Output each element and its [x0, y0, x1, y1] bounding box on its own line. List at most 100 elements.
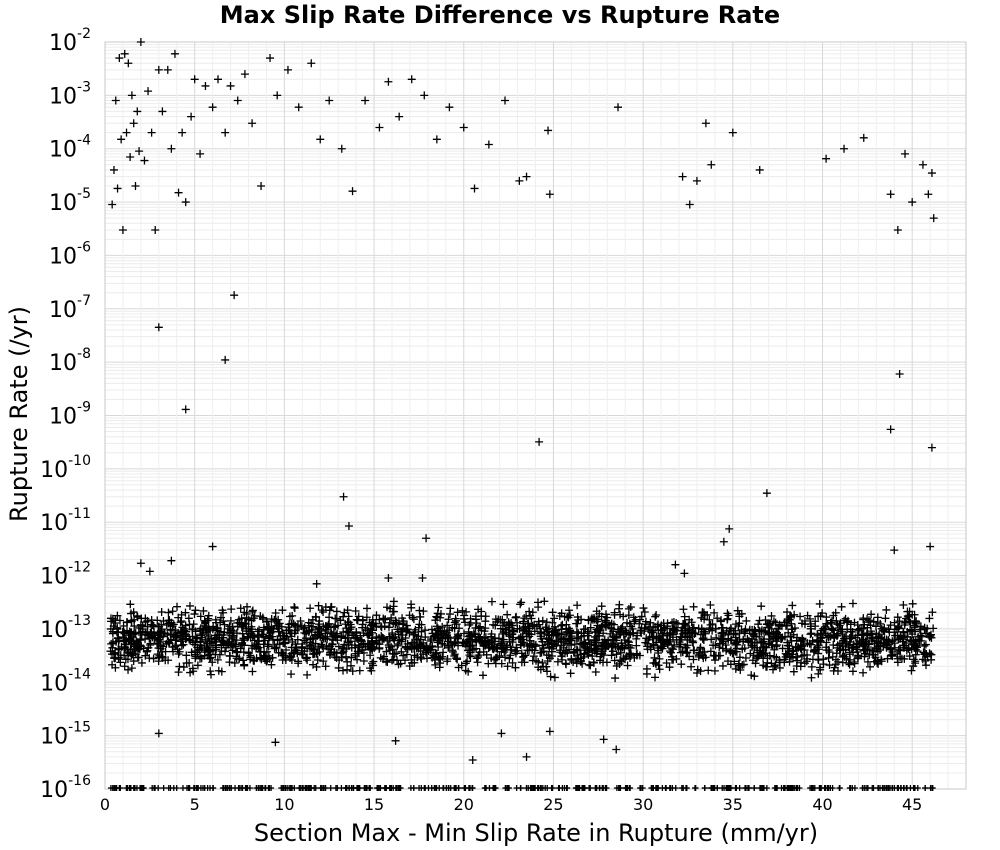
data-point [291, 640, 300, 649]
data-point [460, 611, 469, 620]
data-point [883, 654, 892, 663]
data-point [698, 634, 707, 643]
data-point [809, 785, 816, 791]
data-point [163, 65, 172, 74]
data-point [539, 644, 548, 653]
data-point [221, 355, 230, 364]
data-point [408, 613, 417, 622]
data-point [652, 610, 661, 619]
data-point [287, 619, 296, 628]
data-point [572, 634, 581, 643]
data-point [196, 654, 205, 663]
data-point [497, 729, 506, 738]
data-point [136, 38, 145, 46]
data-point [129, 608, 138, 617]
data-point [300, 636, 309, 645]
data-point [434, 603, 443, 612]
data-point [780, 655, 789, 664]
data-point [264, 642, 273, 651]
data-point [114, 653, 123, 662]
data-point [450, 618, 459, 627]
data-point [332, 607, 341, 616]
data-point [922, 661, 931, 670]
data-point [389, 634, 398, 643]
data-point [238, 638, 247, 647]
data-point [807, 662, 816, 671]
data-point [375, 640, 384, 649]
data-point [294, 657, 303, 666]
data-point [347, 623, 356, 632]
data-point [629, 613, 638, 622]
data-point [692, 669, 701, 678]
data-point [321, 662, 330, 671]
data-point [639, 604, 648, 613]
data-point [678, 623, 687, 632]
x-tick-label: 15 [364, 795, 384, 814]
data-point [459, 629, 468, 638]
data-point [768, 632, 777, 641]
data-point [357, 637, 366, 646]
data-point [484, 140, 493, 149]
data-point [444, 615, 453, 624]
data-point [402, 650, 411, 659]
data-point [164, 608, 173, 617]
data-point [690, 646, 699, 655]
data-point [316, 135, 325, 144]
data-point [120, 644, 129, 653]
data-point [815, 599, 824, 608]
data-point [336, 616, 345, 625]
data-point [284, 785, 291, 791]
data-point [415, 612, 424, 621]
data-point [334, 642, 343, 651]
data-point [410, 785, 417, 791]
data-point [193, 633, 202, 642]
data-point [853, 653, 862, 662]
data-point [562, 639, 571, 648]
data-point [240, 70, 249, 79]
data-point [572, 627, 581, 636]
data-point [851, 785, 858, 791]
data-point [623, 785, 630, 791]
data-point [774, 785, 781, 791]
data-point [829, 632, 838, 641]
data-point [886, 425, 895, 434]
data-point [735, 653, 744, 662]
data-point [239, 656, 248, 665]
data-point [367, 666, 376, 675]
data-point [395, 112, 404, 121]
data-point [635, 615, 644, 624]
data-point [840, 144, 849, 153]
data-point [640, 607, 649, 616]
data-point [461, 666, 470, 675]
data-point [710, 666, 719, 675]
data-point [929, 785, 936, 791]
data-point [389, 655, 398, 664]
data-point [144, 87, 153, 96]
data-point [869, 650, 878, 659]
data-point [665, 663, 674, 672]
data-point [191, 627, 200, 636]
data-point [619, 612, 628, 621]
data-point [359, 656, 368, 665]
data-point [392, 618, 401, 627]
data-point [608, 642, 617, 651]
data-point [438, 631, 447, 640]
data-point [168, 607, 177, 616]
data-point [822, 613, 831, 622]
data-point [466, 642, 475, 651]
data-point [585, 660, 594, 669]
data-point [923, 652, 932, 661]
data-point [124, 649, 133, 658]
data-point [491, 785, 498, 791]
data-point [372, 611, 381, 620]
data-point [131, 182, 140, 191]
data-point [687, 662, 696, 671]
data-point [147, 128, 156, 137]
data-point [145, 634, 154, 643]
data-point [505, 654, 514, 663]
data-point [521, 651, 530, 660]
data-point [484, 640, 493, 649]
data-point [822, 154, 831, 163]
data-point [220, 620, 229, 629]
data-point [148, 620, 157, 629]
